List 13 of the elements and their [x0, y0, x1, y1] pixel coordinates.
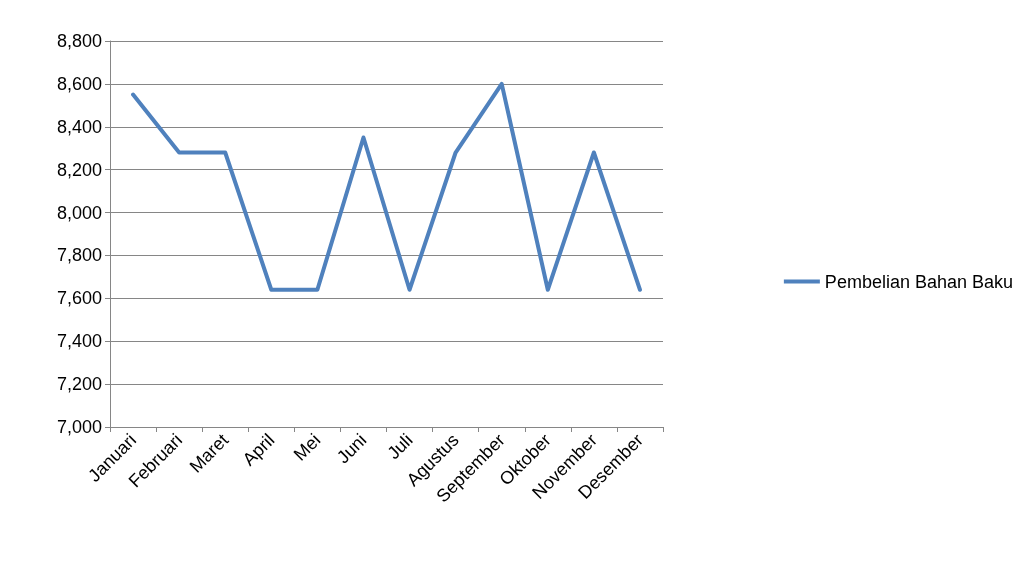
y-tick-label: 8,800 — [56, 31, 102, 51]
y-tick-label: 8,200 — [56, 159, 102, 180]
y-tick-label: 7,200 — [56, 374, 102, 395]
y-tick-label: 7,800 — [56, 245, 102, 266]
y-tick-label: 7,600 — [56, 288, 102, 309]
line-series — [131, 81, 642, 292]
x-tick-label: Mei — [289, 429, 325, 465]
y-tick-label: 8,600 — [56, 73, 102, 94]
legend-label: Pembelian Bahan Baku — [824, 271, 1014, 292]
x-tick-label: Juni — [333, 429, 371, 468]
y-tick-label: 8,000 — [56, 202, 102, 223]
y-tick-label: 8,400 — [56, 116, 102, 137]
y-tick-label: 7,400 — [56, 331, 102, 352]
